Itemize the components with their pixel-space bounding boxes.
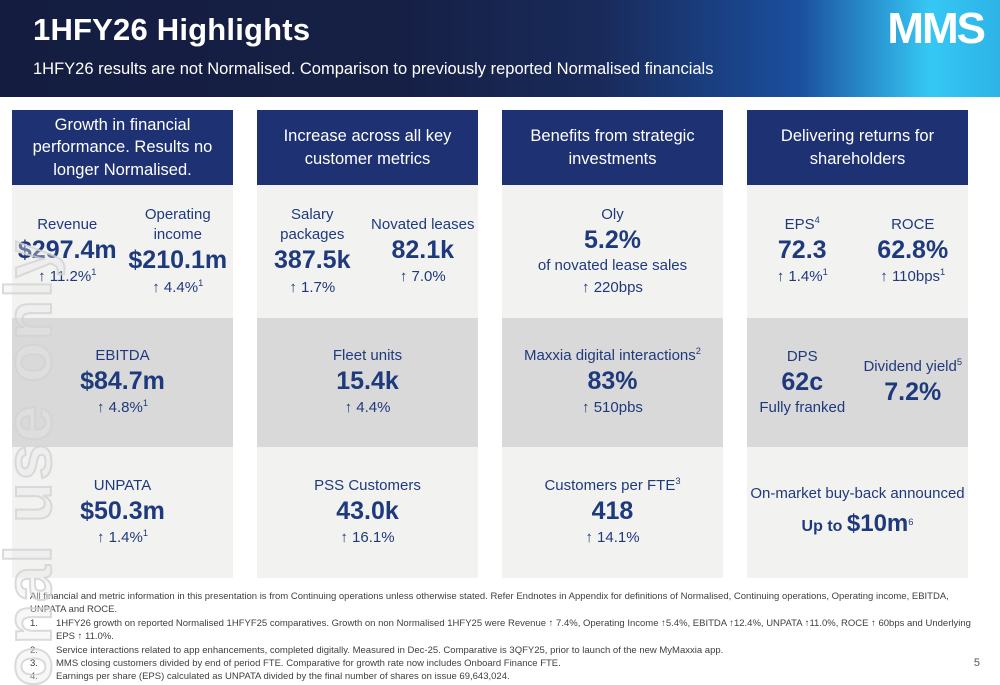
metric-oly-share: Oly 5.2% of novated lease sales ↑ 220bps xyxy=(538,205,687,299)
metric-change: ↑ 16.1% xyxy=(340,529,395,547)
cell-fleet-units: Fleet units 15.4k ↑ 4.4% xyxy=(257,318,478,447)
metric-change: ↑ 4.4%1 xyxy=(152,277,204,296)
metric-digital-interactions: Maxxia digital interactions2 83% ↑ 510pb… xyxy=(524,346,701,419)
metric-value: 5.2% xyxy=(584,226,641,254)
metric-label: DPS xyxy=(786,347,818,365)
metric-change: ↑ 11.2%1 xyxy=(38,267,97,286)
cell-customers-per-fte: Customers per FTE3 418 ↑ 14.1% xyxy=(502,447,723,578)
metric-label: ROCE xyxy=(891,215,935,233)
cell-unpata: UNPATA $50.3m ↑ 1.4%1 xyxy=(12,447,233,578)
metric-change: ↑ 510pbs xyxy=(582,399,643,417)
metric-change: ↑ 1.7% xyxy=(289,278,336,296)
metric-sublabel: Fully franked xyxy=(759,399,846,417)
cell-buy-back: On-market buy-back announced Up to $10m6 xyxy=(747,447,968,578)
metric-change: ↑ 1.4%1 xyxy=(776,267,828,286)
card-header-customer-metrics: Increase across all key customer metrics xyxy=(257,110,478,185)
cell-ebitda: EBITDA $84.7m ↑ 4.8%1 xyxy=(12,318,233,447)
metric-eps: EPS4 72.3 ↑ 1.4%1 xyxy=(747,215,858,288)
metric-label: Salary packages xyxy=(280,205,345,243)
metric-revenue: Revenue $297.4m ↑ 11.2%1 xyxy=(12,205,123,299)
metric-roce: ROCE 62.8% ↑ 110bps1 xyxy=(858,215,969,288)
footnote-4: 4. Earnings per share (EPS) calculated as… xyxy=(30,671,510,683)
metric-change: ↑ 1.4%1 xyxy=(96,528,148,547)
metric-value: $50.3m xyxy=(80,497,165,526)
metric-dividend-yield: Dividend yield5 7.2% xyxy=(858,347,969,419)
metric-value: 83% xyxy=(587,367,638,396)
metric-operating-income: Operating income $210.1m ↑ 4.4%1 xyxy=(123,205,234,299)
metric-value: 82.1k xyxy=(391,236,455,265)
buy-back-line1: On-market buy-back announced xyxy=(750,485,965,503)
cell-salary-packages-novated-leases: Salary packages 387.5k ↑ 1.7% Novated le… xyxy=(257,185,478,318)
metric-label: Oly xyxy=(601,205,624,223)
header-band: 1HFY26 Highlights 1HFY26 results are not… xyxy=(0,0,1000,97)
buy-back-line2: Up to $10m6 xyxy=(801,509,914,537)
metric-label: Operating income xyxy=(144,205,211,243)
footnote-intro: All financial and metric information in … xyxy=(30,591,949,616)
metric-label: Customers per FTE3 xyxy=(544,475,681,494)
metric-value: 62.8% xyxy=(877,236,949,265)
metric-label: EBITDA xyxy=(95,346,150,364)
metric-label: PSS Customers xyxy=(314,476,421,494)
metric-value: $210.1m xyxy=(128,246,228,275)
metric-dps: DPS 62c Fully franked xyxy=(747,347,858,419)
footnote-3: 3. MMS closing customers divided by end o… xyxy=(30,658,561,670)
footnotes: All financial and metric information in … xyxy=(0,590,985,685)
metric-value: 15.4k xyxy=(336,367,399,396)
page-number: 5 xyxy=(973,657,980,669)
card-header-financial-performance: Growth in financial performance. Results… xyxy=(12,110,233,185)
metric-sublabel: of novated lease sales xyxy=(537,257,688,275)
metric-novated-leases: Novated leases 82.1k ↑ 7.0% xyxy=(368,205,479,299)
metric-change: ↑ 4.8%1 xyxy=(96,398,148,417)
metric-value: 418 xyxy=(591,497,634,526)
metric-change: ↑ 4.4% xyxy=(344,399,391,417)
card-header-strategic-investments: Benefits from strategic investments xyxy=(502,110,723,185)
page-subtitle: 1HFY26 results are not Normalised. Compa… xyxy=(33,60,714,78)
metric-label: Dividend yield5 xyxy=(863,356,963,375)
metric-ebitda: EBITDA $84.7m ↑ 4.8%1 xyxy=(80,346,165,419)
metrics-grid: Growth in financial performance. Results… xyxy=(12,110,968,578)
metric-label: Revenue xyxy=(37,215,98,233)
metric-customers-per-fte: Customers per FTE3 418 ↑ 14.1% xyxy=(544,476,680,549)
cell-oly-share: Oly 5.2% of novated lease sales ↑ 220bps xyxy=(502,185,723,318)
metric-value: 62c xyxy=(781,367,824,396)
metric-value: $297.4m xyxy=(17,236,117,265)
metric-buy-back: On-market buy-back announced Up to $10m6 xyxy=(750,483,964,542)
metric-unpata: UNPATA $50.3m ↑ 1.4%1 xyxy=(80,476,165,549)
metric-fleet-units: Fleet units 15.4k ↑ 4.4% xyxy=(333,346,402,419)
metric-pss-customers: PSS Customers 43.0k ↑ 16.1% xyxy=(314,476,421,549)
cell-revenue-operating-income: Revenue $297.4m ↑ 11.2%1 Operating incom… xyxy=(12,185,233,318)
footnote-2: 2. Service interactions related to app en… xyxy=(30,644,724,656)
metric-change: ↑ 110bps1 xyxy=(880,267,946,286)
footnote-1: 1. 1HFY26 growth on reported Normalised 1… xyxy=(30,617,971,643)
metric-label: EPS4 xyxy=(784,214,820,233)
page-title: 1HFY26 Highlights xyxy=(33,12,311,47)
metric-change: ↑ 7.0% xyxy=(399,268,446,286)
metric-change: ↑ 14.1% xyxy=(585,529,640,547)
metric-label: Novated leases xyxy=(371,215,475,233)
metric-salary-packages: Salary packages 387.5k ↑ 1.7% xyxy=(257,205,368,299)
cell-pss-customers: PSS Customers 43.0k ↑ 16.1% xyxy=(257,447,478,578)
metric-label: UNPATA xyxy=(93,476,152,494)
cell-digital-interactions: Maxxia digital interactions2 83% ↑ 510pb… xyxy=(502,318,723,447)
metric-label: Fleet units xyxy=(332,346,403,364)
card-header-shareholder-returns: Delivering returns for shareholders xyxy=(747,110,968,185)
metric-label: Maxxia digital interactions2 xyxy=(524,345,701,364)
metric-value: 387.5k xyxy=(274,246,351,275)
metric-value: 7.2% xyxy=(884,378,942,406)
metric-value: 72.3 xyxy=(777,236,827,265)
metric-value: 43.0k xyxy=(336,497,399,526)
metric-value: $84.7m xyxy=(80,367,165,396)
metric-change: ↑ 220bps xyxy=(582,278,643,296)
cell-eps-roce: EPS4 72.3 ↑ 1.4%1 ROCE 62.8% ↑ 110bps1 xyxy=(747,185,968,318)
cell-dps-dividend-yield: DPS 62c Fully franked Dividend yield5 7.… xyxy=(747,318,968,447)
mms-logo: MMS xyxy=(887,4,986,53)
